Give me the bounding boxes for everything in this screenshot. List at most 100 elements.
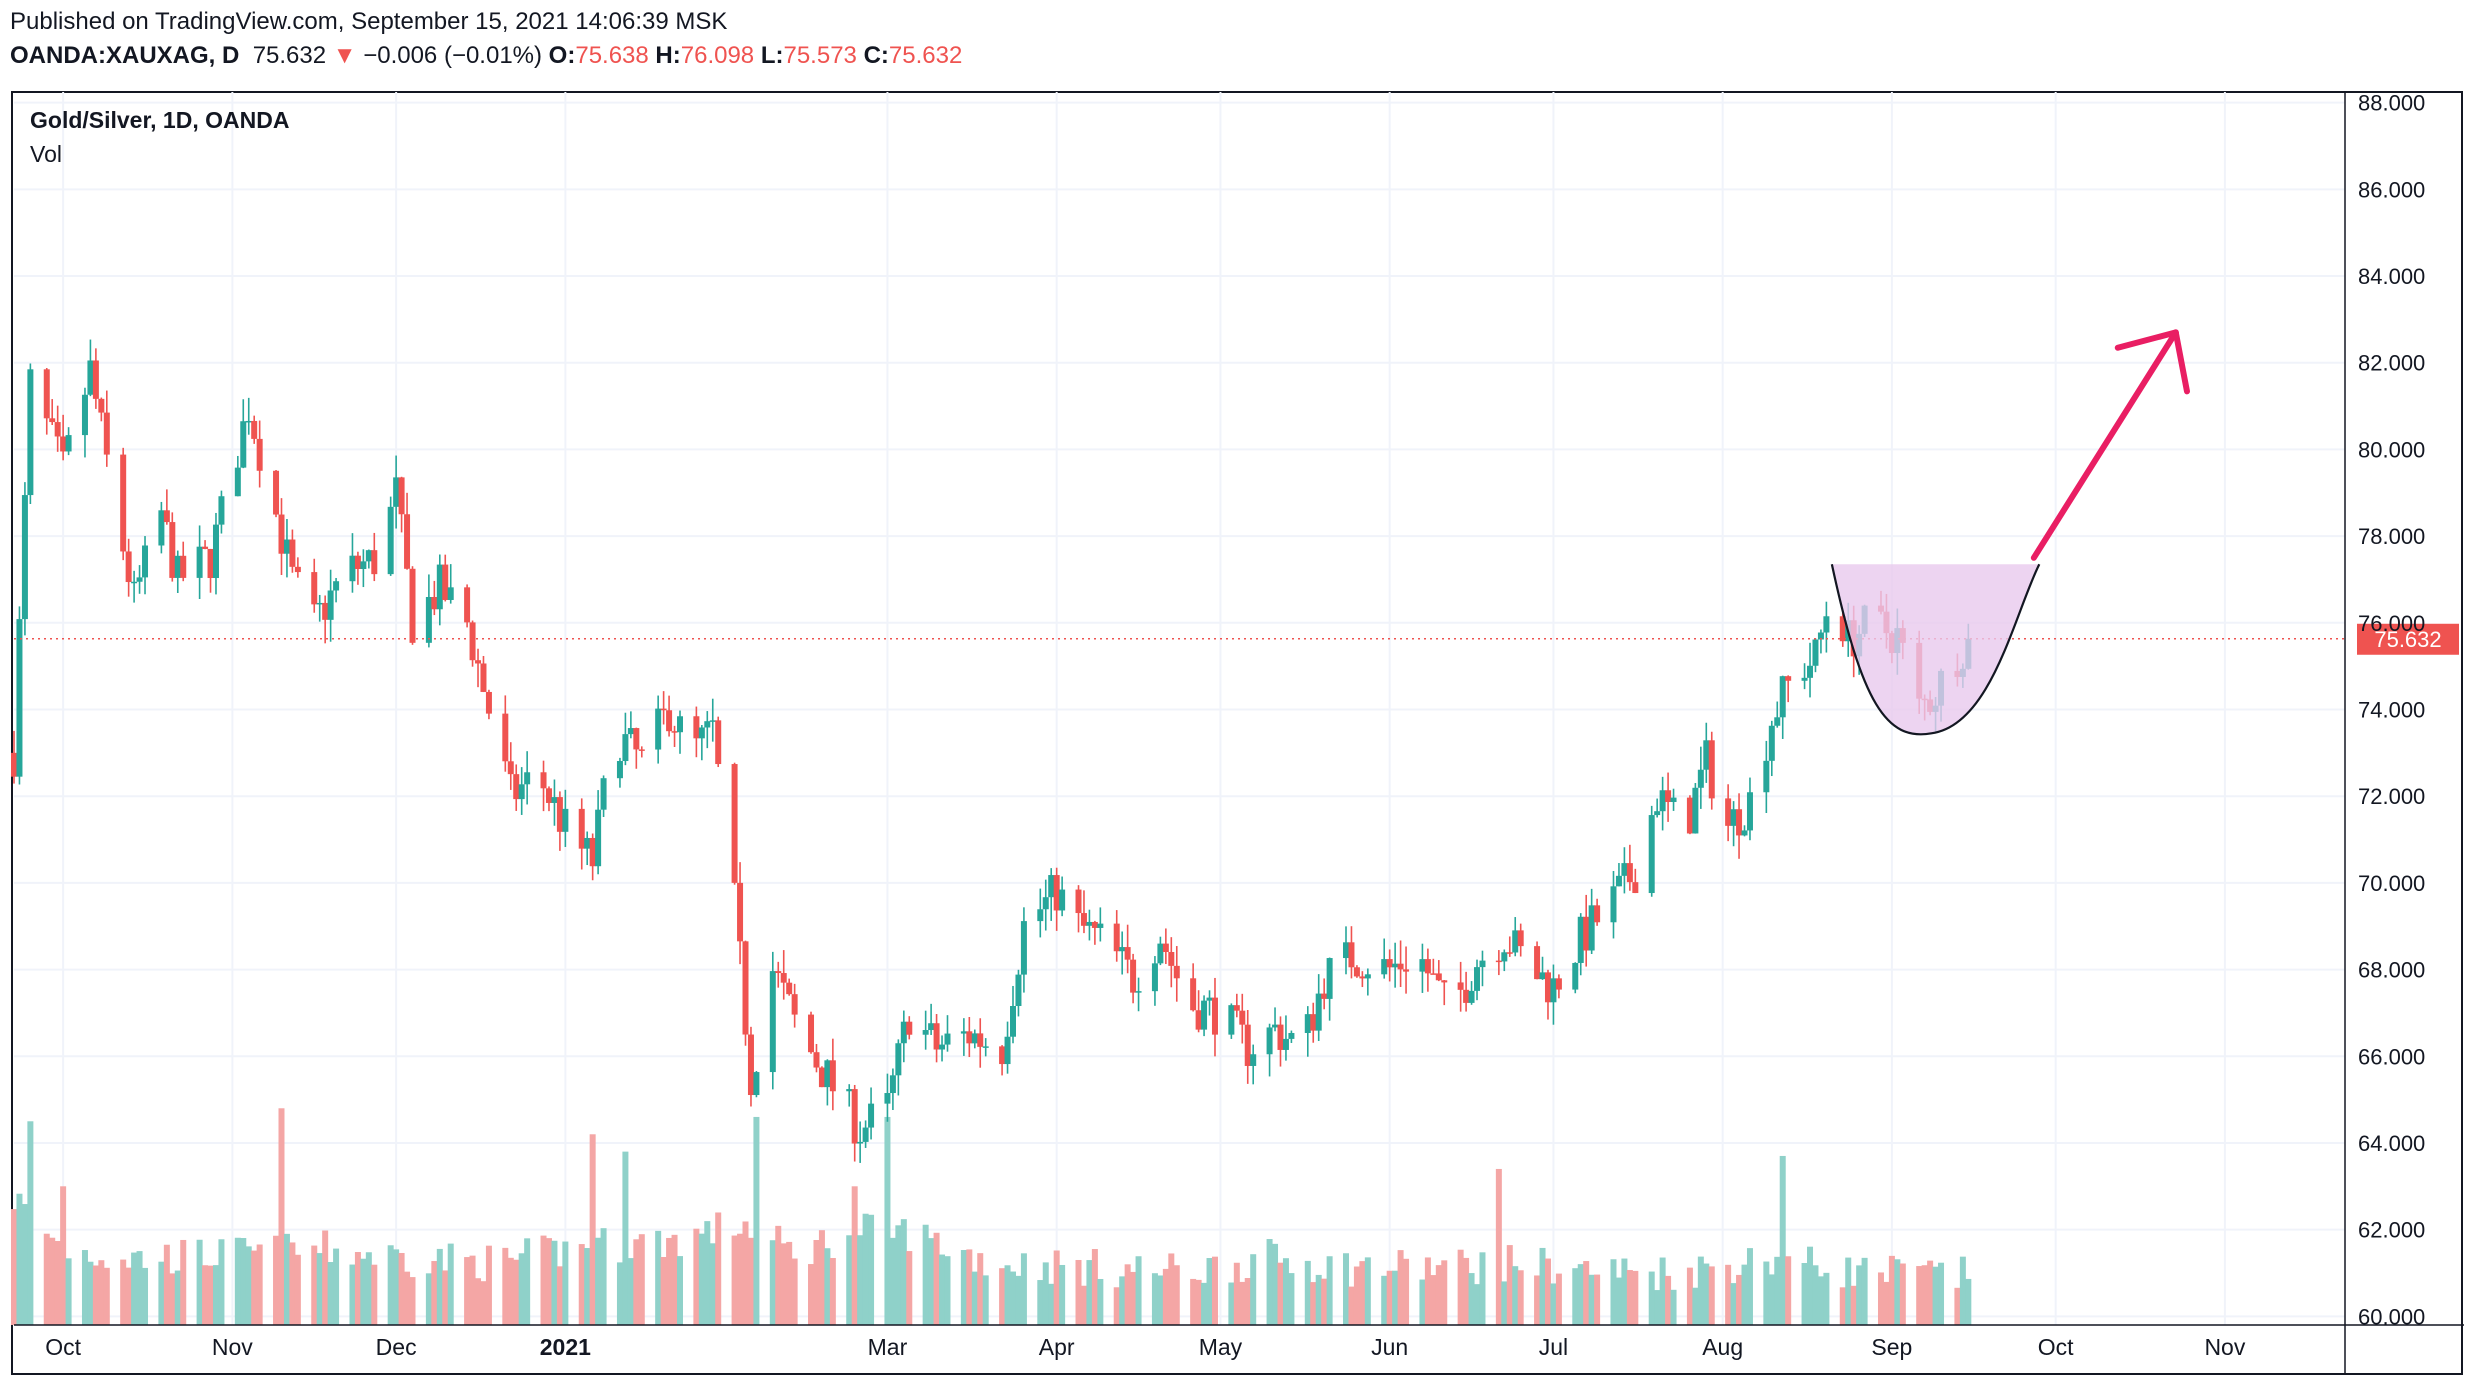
volume-bar: [436, 1248, 443, 1325]
volume-bar: [1888, 1255, 1895, 1325]
volume-bar: [698, 1233, 705, 1325]
volume-bar: [1665, 1275, 1672, 1325]
volume-bar: [1195, 1279, 1202, 1325]
last-price: 75.632: [252, 42, 327, 69]
candle-body: [584, 837, 591, 849]
candle-body: [1692, 787, 1699, 834]
volume-bar: [1386, 1270, 1393, 1325]
candle-body: [1195, 1010, 1202, 1030]
target-arrow-head: [2172, 329, 2190, 395]
candle-body: [551, 797, 558, 803]
volume-bar: [818, 1230, 825, 1325]
volume-bar: [1359, 1261, 1366, 1325]
candle-body: [1730, 809, 1737, 826]
candle-body: [1659, 790, 1666, 812]
candle-body: [136, 577, 143, 582]
volume-bar: [944, 1256, 951, 1325]
volume-bar: [256, 1244, 263, 1325]
candle-body: [464, 587, 471, 623]
candle-body: [999, 1046, 1006, 1065]
candle-body: [1392, 963, 1399, 968]
volume-bar: [1381, 1275, 1388, 1325]
candle-body: [829, 1060, 836, 1092]
volume-bar: [54, 1240, 61, 1325]
volume-bar: [1725, 1264, 1732, 1325]
volume-bar: [1654, 1290, 1661, 1325]
candle-body: [857, 1141, 864, 1144]
volume-bar: [142, 1267, 149, 1325]
volume-bar: [1534, 1275, 1541, 1325]
candle-body: [731, 764, 738, 883]
x-tick-label: Aug: [1702, 1334, 1743, 1360]
volume-bar: [289, 1242, 296, 1325]
candle-body: [311, 572, 318, 605]
candle-body: [1239, 1010, 1246, 1025]
volume-bar: [425, 1273, 432, 1325]
volume-bar: [808, 1264, 815, 1325]
volume-bar: [1812, 1265, 1819, 1325]
volume-bar: [1233, 1262, 1240, 1325]
volume-bar: [709, 1243, 716, 1325]
annotations: 75.632: [14, 329, 2459, 736]
x-tick-label: Apr: [1039, 1334, 1075, 1360]
candle-body: [753, 1072, 760, 1096]
candle-body: [212, 524, 219, 579]
candle-body: [98, 398, 105, 413]
candle-body: [677, 716, 683, 733]
volume-bar: [1053, 1250, 1060, 1325]
volume-bar: [999, 1268, 1006, 1325]
candle-body: [1266, 1027, 1273, 1055]
volume-bar: [1965, 1278, 1972, 1325]
candle-body: [1282, 1038, 1289, 1050]
y-tick-label: 78.000: [2358, 524, 2425, 549]
volume-bar: [316, 1253, 323, 1325]
candle-body: [1130, 959, 1137, 993]
volume-bar: [354, 1252, 361, 1325]
volume-bar: [633, 1239, 640, 1325]
candle-body: [1124, 947, 1131, 960]
volume-bar: [1512, 1266, 1519, 1325]
candle-body: [322, 602, 329, 620]
candle-body: [354, 555, 361, 570]
high-label: H:: [655, 42, 681, 69]
volume-bar: [1938, 1262, 1945, 1325]
volume-bar: [1124, 1264, 1131, 1325]
volume-bar: [1015, 1275, 1022, 1325]
candle-body: [1654, 811, 1661, 816]
volume-bar: [513, 1259, 520, 1325]
volume-bar: [584, 1248, 591, 1325]
close-value: 75.632: [888, 42, 963, 69]
candle-body: [1610, 886, 1617, 923]
candle-body: [1544, 972, 1551, 1003]
candle-body: [1572, 962, 1579, 990]
candle-body: [1119, 947, 1126, 952]
candle-body: [1517, 930, 1524, 947]
candle-body: [1228, 1005, 1235, 1035]
candle-body: [1364, 974, 1371, 979]
candle-body: [360, 561, 367, 570]
volume-bar: [889, 1237, 896, 1325]
candle-body: [1288, 1032, 1295, 1039]
candle-body: [1020, 921, 1027, 975]
volume-bar: [327, 1262, 334, 1325]
candle-body: [1534, 946, 1541, 980]
volume-bar: [245, 1246, 252, 1325]
volume-bar: [666, 1237, 673, 1325]
volume-bar: [98, 1260, 105, 1325]
candle-body: [1801, 677, 1808, 681]
volume-bar: [1419, 1279, 1426, 1325]
candle-body: [1151, 963, 1158, 992]
volume-bar: [1703, 1263, 1710, 1325]
volume-bar: [251, 1250, 258, 1325]
volume-bar: [196, 1239, 203, 1325]
candle-body: [27, 369, 34, 496]
candle-body: [163, 510, 170, 523]
volume-bar: [922, 1224, 929, 1325]
volume-bar: [387, 1245, 394, 1325]
candle-body: [1725, 798, 1732, 826]
volume-bar: [556, 1266, 563, 1325]
candle-body: [1397, 963, 1404, 970]
volume-bar: [507, 1257, 514, 1325]
volume-bar: [409, 1277, 416, 1325]
